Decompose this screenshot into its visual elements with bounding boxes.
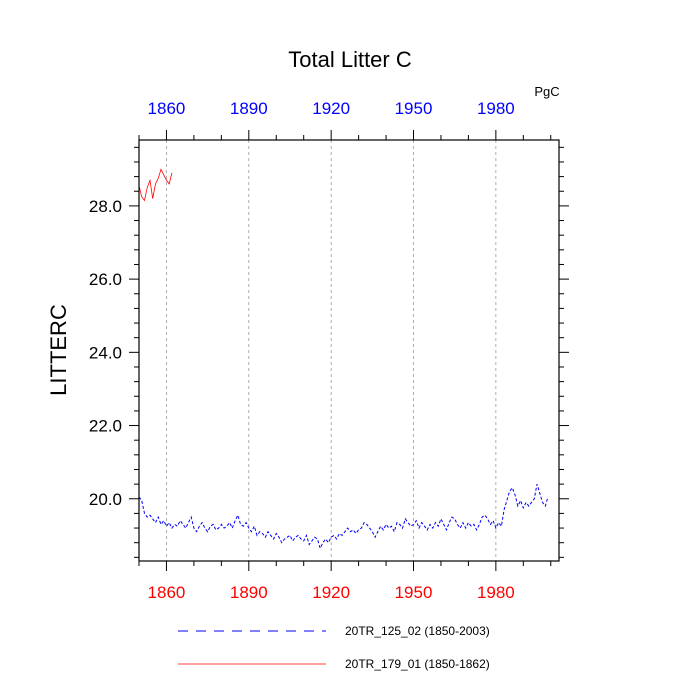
series-layer (138, 168, 549, 550)
units-label: PgC (534, 84, 559, 99)
y-tick-label: 26.0 (89, 270, 122, 289)
legend-label-series-1: 20TR_125_02 (1850-2003) (345, 624, 490, 638)
axis-ticks (129, 130, 569, 571)
x-tick-label-bottom: 1890 (230, 583, 268, 602)
y-tick-label: 28.0 (89, 197, 122, 216)
grid-lines (166, 140, 497, 561)
chart-title: Total Litter C (288, 47, 412, 72)
x-tick-label-bottom: 1950 (395, 583, 433, 602)
series-line-2 (138, 168, 173, 202)
x-tick-label-top: 1920 (312, 99, 350, 118)
x-tick-label-top: 1860 (148, 99, 186, 118)
legend: 20TR_125_02 (1850-2003) 20TR_179_01 (185… (178, 624, 490, 671)
y-axis-label: LITTERC (46, 304, 71, 396)
y-tick-label: 20.0 (89, 490, 122, 509)
x-tick-label-top: 1950 (395, 99, 433, 118)
legend-label-series-2: 20TR_179_01 (1850-1862) (345, 657, 490, 671)
x-tick-label-top: 1890 (230, 99, 268, 118)
x-tick-label-bottom: 1860 (148, 583, 186, 602)
tick-labels: 1860 1860 1890 1890 1920 1920 1950 1950 1980 1980… (89, 99, 515, 602)
y-tick-label: 24.0 (89, 343, 122, 362)
y-tick-label: 22.0 (89, 417, 122, 436)
x-tick-label-bottom: 1980 (477, 583, 515, 602)
x-tick-label-top: 1980 (477, 99, 515, 118)
series-line-1 (138, 483, 549, 550)
plot-frame (138, 139, 560, 562)
x-tick-label-bottom: 1920 (312, 583, 350, 602)
